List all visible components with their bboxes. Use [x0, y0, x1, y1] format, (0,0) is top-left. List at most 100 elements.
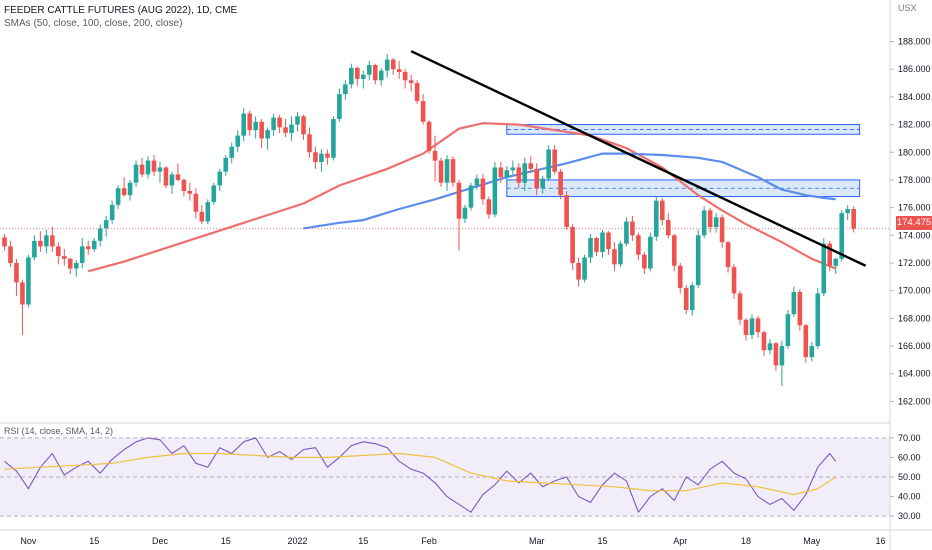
candle-down	[175, 174, 181, 180]
time-tick-label: Mar	[529, 536, 545, 546]
candle-up	[695, 235, 701, 286]
candle-down	[414, 83, 420, 102]
candle-up	[444, 159, 450, 183]
candle-up	[361, 74, 366, 79]
price-tick-label: 168.000	[898, 313, 931, 323]
candle-up	[217, 171, 223, 186]
candle-down	[426, 121, 432, 151]
candle-down	[450, 159, 456, 183]
candle-down	[642, 254, 647, 269]
candle-down	[737, 293, 743, 320]
candle-down	[187, 191, 193, 194]
candle-up	[97, 228, 103, 241]
candle-up	[582, 257, 587, 280]
candle-up	[779, 346, 785, 366]
candle-down	[630, 221, 635, 236]
candle-down	[283, 127, 288, 133]
candle-down	[743, 319, 749, 335]
candle-up	[785, 314, 791, 347]
time-tick-label: Dec	[152, 536, 169, 546]
rsi-tick-label: 50.00	[898, 472, 921, 482]
candle-down	[456, 182, 462, 219]
candle-down	[193, 193, 199, 212]
candle-down	[432, 150, 438, 161]
candle-up	[331, 119, 336, 158]
candle-up	[791, 292, 797, 315]
sma-legend: SMAs (50, close, 100, close, 200, close)	[4, 18, 183, 29]
time-tick-label: Nov	[20, 536, 37, 546]
candle-down	[558, 171, 563, 196]
candle-up	[343, 84, 348, 95]
candle-up	[809, 346, 815, 358]
candle-down	[486, 199, 492, 215]
candle-down	[707, 210, 713, 227]
price-tick-label: 166.000	[898, 341, 931, 351]
candle-down	[390, 59, 396, 70]
candle-down	[259, 121, 264, 139]
rsi-pane	[0, 437, 890, 517]
candle-down	[516, 167, 522, 183]
candle-up	[504, 170, 510, 178]
rsi-tick-label: 30.00	[898, 511, 921, 521]
candle-down	[719, 217, 725, 243]
candle-up	[654, 200, 659, 237]
candle-up	[600, 232, 605, 252]
candle-up	[26, 257, 31, 305]
candle-down	[372, 65, 378, 81]
candle-up	[474, 178, 480, 186]
candle-down	[665, 220, 671, 236]
candle-down	[199, 211, 205, 222]
candle-up	[378, 70, 384, 81]
candle-up	[133, 164, 139, 183]
candle-up	[79, 246, 85, 263]
candle-up	[468, 185, 474, 208]
candle-up	[73, 262, 79, 269]
candle-down	[827, 243, 833, 266]
candle-up	[749, 318, 755, 335]
price-tick-label: 178.000	[898, 175, 931, 185]
candle-down	[660, 200, 665, 221]
rsi-tick-label: 60.00	[898, 452, 921, 462]
time-tick-label: 15	[89, 536, 99, 546]
candle-down	[402, 71, 408, 81]
candle-up	[815, 293, 821, 347]
candle-up	[145, 160, 151, 175]
price-tick-label: 184.000	[898, 92, 931, 102]
candle-up	[295, 116, 300, 125]
rsi-tick-label: 40.00	[898, 492, 921, 502]
last-price-badge: 174.475	[896, 216, 932, 230]
time-tick-label: 18	[741, 536, 751, 546]
candle-up	[648, 236, 653, 269]
sma50-line	[87, 122, 837, 273]
candle-up	[44, 235, 49, 247]
candle-down	[181, 179, 187, 192]
candle-up	[211, 185, 217, 203]
candle-up	[265, 130, 270, 139]
candle-down	[498, 167, 504, 178]
price-tick-label: 186.000	[898, 64, 931, 74]
candle-down	[636, 235, 641, 255]
candle-up	[366, 65, 372, 75]
candle-down	[534, 168, 540, 189]
candle-down	[755, 318, 761, 333]
time-tick-label: 15	[358, 536, 368, 546]
candle-down	[396, 69, 402, 72]
candle-down	[56, 246, 61, 257]
candle-down	[14, 262, 19, 283]
price-tick-label: 174.000	[898, 230, 931, 240]
candle-down	[528, 163, 534, 169]
candle-down	[151, 160, 157, 172]
candle-down	[62, 256, 67, 259]
candle-up	[845, 209, 850, 214]
candle-up	[588, 238, 593, 258]
candle-down	[606, 232, 611, 250]
candle-down	[570, 226, 575, 263]
sma100-line	[303, 152, 836, 230]
candle-down	[773, 343, 779, 366]
candle-up	[767, 343, 773, 351]
candle-up	[229, 146, 235, 158]
candle-up	[522, 163, 528, 183]
candle-up	[384, 59, 390, 71]
candle-up	[337, 94, 342, 120]
